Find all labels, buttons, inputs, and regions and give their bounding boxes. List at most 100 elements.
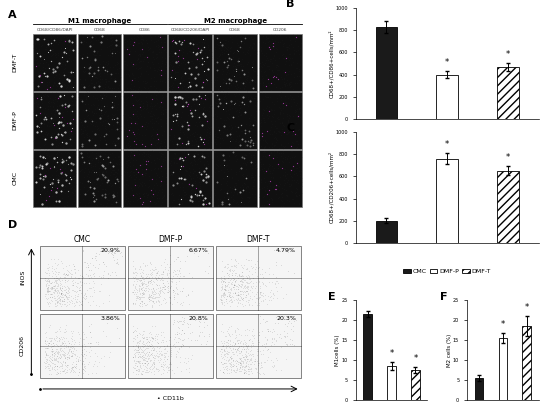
Point bbox=[151, 276, 160, 282]
Point bbox=[193, 100, 201, 106]
Point bbox=[228, 196, 237, 202]
Point bbox=[262, 169, 270, 175]
Point bbox=[280, 129, 288, 135]
Point bbox=[225, 356, 233, 363]
Point bbox=[151, 323, 159, 329]
Point bbox=[53, 295, 62, 302]
Point bbox=[46, 117, 55, 124]
Point bbox=[217, 283, 226, 289]
Point bbox=[95, 82, 103, 89]
Point bbox=[234, 350, 243, 357]
Point bbox=[201, 145, 210, 151]
Point bbox=[158, 337, 167, 343]
Point bbox=[264, 297, 273, 303]
Point bbox=[196, 136, 205, 143]
Point bbox=[278, 37, 287, 44]
Point bbox=[198, 192, 207, 198]
Point bbox=[274, 67, 282, 73]
Point bbox=[51, 286, 60, 292]
Point bbox=[101, 169, 110, 175]
Point bbox=[222, 108, 231, 114]
Point bbox=[54, 283, 63, 290]
Point bbox=[255, 191, 263, 197]
Point bbox=[122, 61, 131, 68]
Point bbox=[41, 277, 50, 284]
Point bbox=[225, 138, 234, 145]
Point bbox=[157, 123, 165, 130]
Point bbox=[252, 72, 261, 79]
Point bbox=[246, 284, 255, 290]
Point bbox=[86, 321, 95, 327]
Point bbox=[152, 180, 160, 186]
Point bbox=[158, 132, 166, 139]
Point bbox=[95, 273, 103, 279]
Point bbox=[135, 344, 144, 350]
Point bbox=[231, 90, 240, 97]
Point bbox=[48, 365, 57, 372]
Point bbox=[151, 291, 159, 297]
Point bbox=[241, 130, 250, 137]
Point bbox=[128, 111, 137, 117]
Point bbox=[281, 61, 290, 68]
Point bbox=[133, 348, 142, 355]
Point bbox=[190, 249, 199, 256]
Point bbox=[82, 96, 90, 102]
Point bbox=[111, 70, 120, 76]
Point bbox=[67, 182, 76, 188]
Point bbox=[152, 38, 160, 44]
Point bbox=[170, 150, 179, 157]
Point bbox=[164, 77, 173, 84]
Point bbox=[42, 363, 51, 369]
Point bbox=[57, 359, 65, 366]
Point bbox=[45, 353, 53, 360]
Point bbox=[100, 132, 109, 138]
Point bbox=[84, 70, 93, 76]
Point bbox=[111, 37, 120, 43]
Point bbox=[276, 129, 285, 135]
Point bbox=[158, 151, 167, 157]
Point bbox=[69, 44, 78, 51]
Point bbox=[227, 263, 236, 269]
Point bbox=[256, 178, 265, 185]
Point bbox=[109, 47, 118, 54]
Point bbox=[267, 293, 276, 299]
Point bbox=[169, 286, 177, 293]
Point bbox=[63, 364, 71, 370]
Point bbox=[194, 143, 202, 149]
Point bbox=[249, 36, 257, 42]
Bar bbox=[436, 159, 458, 243]
Point bbox=[221, 55, 230, 62]
Point bbox=[87, 135, 96, 141]
Point bbox=[245, 273, 254, 280]
Point bbox=[238, 137, 247, 144]
Point bbox=[236, 357, 245, 364]
Point bbox=[122, 136, 131, 143]
Point bbox=[195, 179, 203, 185]
Point bbox=[60, 100, 69, 107]
Point bbox=[221, 279, 230, 286]
Point bbox=[67, 366, 76, 373]
Point bbox=[231, 169, 240, 175]
Point bbox=[78, 365, 87, 372]
Point bbox=[228, 131, 237, 137]
Bar bbox=[436, 75, 458, 119]
Point bbox=[135, 329, 144, 336]
Point bbox=[296, 203, 305, 209]
Point bbox=[101, 202, 110, 209]
Point bbox=[274, 161, 283, 168]
Point bbox=[139, 280, 148, 287]
Point bbox=[44, 93, 53, 99]
Point bbox=[287, 173, 296, 180]
Point bbox=[170, 317, 178, 324]
Point bbox=[75, 354, 83, 360]
Point bbox=[229, 294, 238, 301]
Point bbox=[69, 84, 77, 90]
Point bbox=[81, 105, 90, 112]
Point bbox=[239, 85, 248, 91]
Point bbox=[100, 111, 108, 118]
Point bbox=[170, 292, 179, 298]
Point bbox=[66, 174, 75, 180]
Point bbox=[125, 138, 134, 145]
Point bbox=[262, 167, 271, 174]
Point bbox=[144, 165, 152, 172]
